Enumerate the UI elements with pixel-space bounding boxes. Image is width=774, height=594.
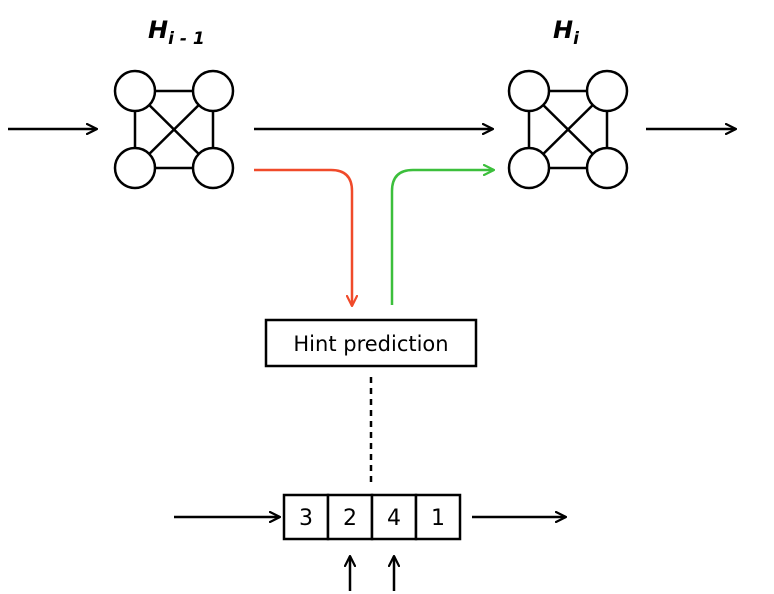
array-cell (414, 493, 462, 541)
array-cell-value: 2 (343, 506, 357, 531)
graph-node (113, 69, 157, 113)
state-label-prev-base: H (148, 16, 168, 44)
graph-node (507, 69, 551, 113)
state-label-curr-subscript: i (573, 29, 580, 49)
array: 3 2 4 1 (282, 493, 462, 541)
state-label-prev-subscript: i - 1 (168, 29, 205, 49)
graph-node (585, 69, 629, 113)
graph-prev (113, 69, 235, 190)
graph-node (191, 146, 235, 190)
array-cell-value: 4 (387, 506, 401, 531)
array-cell (282, 493, 330, 541)
graph-node (585, 146, 629, 190)
state-label-curr-base: H (553, 16, 573, 44)
array-cell (326, 493, 374, 541)
encode-arrow (254, 168, 352, 306)
decode-arrow (390, 170, 494, 305)
graph-node (113, 146, 157, 190)
hint-prediction-box (264, 318, 478, 368)
state-label-prev: Hi - 1 (148, 16, 205, 49)
array-cell-value: 3 (299, 506, 313, 531)
hint-prediction-label: Hint prediction (293, 332, 448, 356)
graph-curr (507, 69, 629, 190)
array-cell (370, 493, 418, 541)
graph-node (507, 146, 551, 190)
array-cell-value: 1 (431, 506, 445, 531)
state-label-curr: Hi (553, 16, 580, 49)
graph-node (191, 69, 235, 113)
